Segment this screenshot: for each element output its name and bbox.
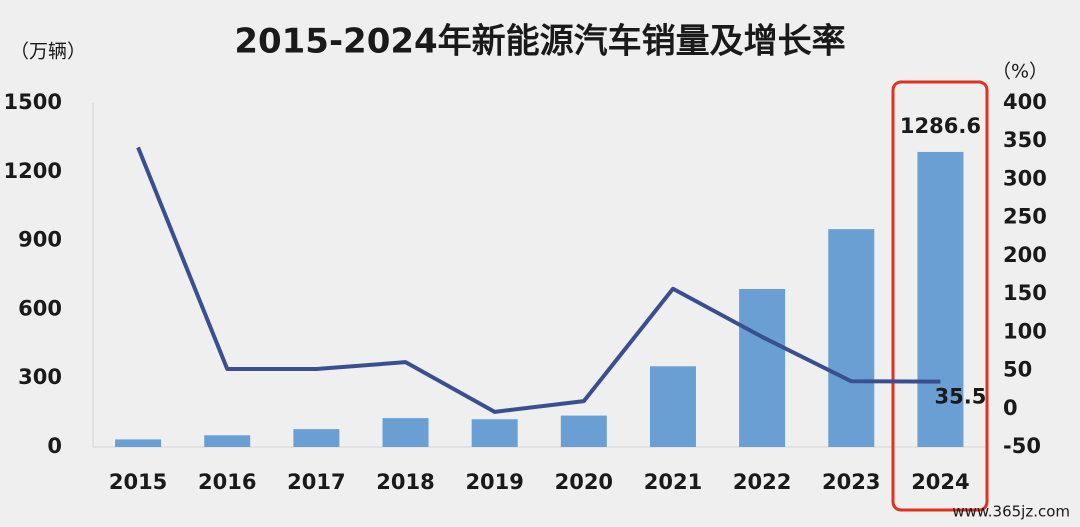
y2-tick-label: 350 <box>1003 128 1047 152</box>
bar <box>204 435 251 447</box>
data-label: 1286.6 <box>900 114 981 138</box>
bar <box>649 366 696 447</box>
x-tick-label: 2019 <box>465 470 523 494</box>
y2-tick-label: 100 <box>1003 319 1047 343</box>
bar <box>115 439 162 447</box>
y2-tick-label: 250 <box>1003 205 1047 229</box>
x-tick-label: 2020 <box>555 470 613 494</box>
y-tick-label: 1500 <box>4 90 62 114</box>
bar <box>293 429 340 447</box>
y-tick-label: 300 <box>18 365 62 389</box>
y-tick-label: 0 <box>47 434 62 458</box>
bar <box>560 415 607 447</box>
x-tick-label: 2022 <box>733 470 791 494</box>
bar <box>739 288 786 447</box>
y-tick-label: 600 <box>18 296 62 320</box>
y2-axis-label: （%） <box>992 61 1048 83</box>
y2-tick-label: 300 <box>1003 166 1047 190</box>
y2-tick-label: -50 <box>1003 434 1041 458</box>
x-tick-label: 2018 <box>376 470 434 494</box>
y-axis-label: （万辆） <box>10 41 86 63</box>
x-tick-label: 2021 <box>644 470 702 494</box>
y2-tick-label: 200 <box>1003 243 1047 267</box>
y2-tick-label: 0 <box>1003 396 1018 420</box>
x-tick-label: 2015 <box>109 470 167 494</box>
x-tick-label: 2016 <box>198 470 256 494</box>
data-label: 35.5 <box>935 385 987 409</box>
y-tick-label: 1200 <box>4 159 62 183</box>
line <box>136 146 941 414</box>
bar <box>382 418 429 447</box>
x-tick-label: 2017 <box>287 470 345 494</box>
bar <box>471 419 518 447</box>
highlight-box <box>891 80 989 512</box>
bar <box>828 229 875 447</box>
chart-title: 2015-2024年新能源汽车销量及增长率 <box>234 22 845 62</box>
y-tick-label: 900 <box>18 228 62 252</box>
watermark: www.365jz.com <box>952 503 1070 521</box>
bar <box>917 151 964 447</box>
y2-tick-label: 50 <box>1003 358 1032 382</box>
y2-tick-label: 400 <box>1003 90 1047 114</box>
x-tick-label: 2023 <box>822 470 880 494</box>
x-tick-label: 2024 <box>911 470 969 494</box>
y2-tick-label: 150 <box>1003 281 1047 305</box>
